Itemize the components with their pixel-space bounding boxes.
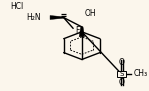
Text: F: F bbox=[76, 26, 80, 35]
Text: S: S bbox=[119, 71, 124, 77]
Text: H₂N: H₂N bbox=[26, 13, 41, 22]
Text: O: O bbox=[119, 78, 125, 87]
FancyBboxPatch shape bbox=[117, 71, 126, 77]
Text: OH: OH bbox=[84, 9, 96, 18]
Polygon shape bbox=[50, 16, 64, 19]
Text: HCl: HCl bbox=[10, 2, 23, 11]
Text: CH₃: CH₃ bbox=[134, 69, 148, 78]
Polygon shape bbox=[79, 27, 84, 37]
Text: O: O bbox=[119, 58, 125, 67]
